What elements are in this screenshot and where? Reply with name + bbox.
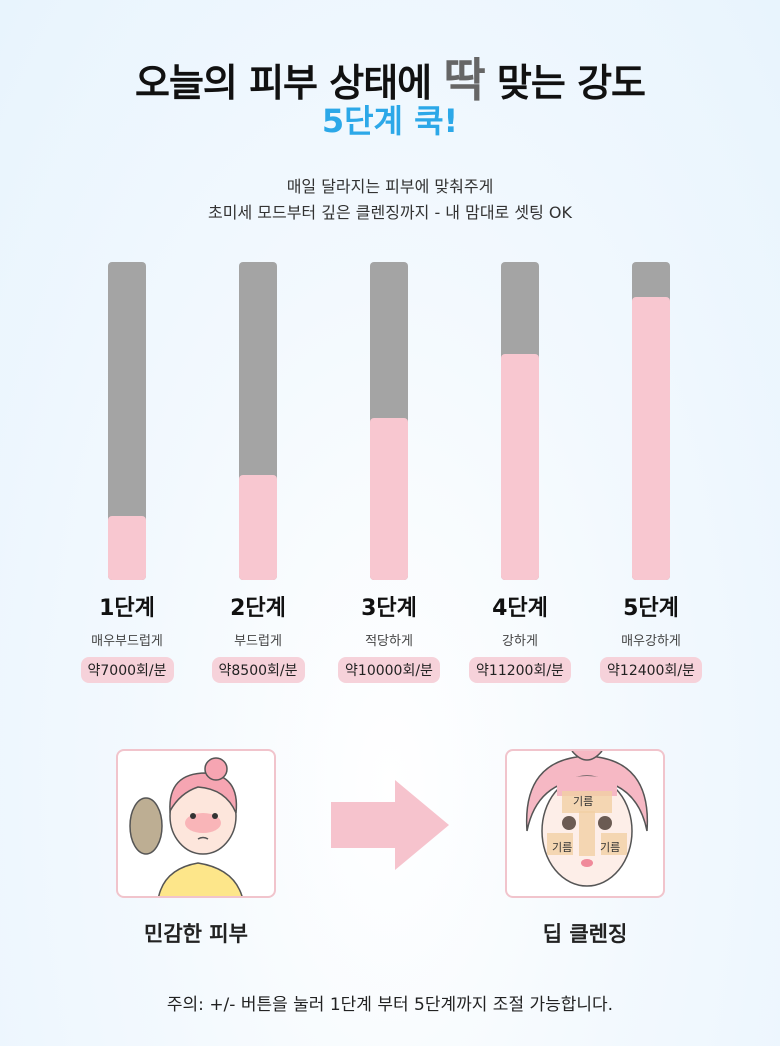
oil-label-right-cheek: 기름 bbox=[600, 841, 621, 854]
arrow-right-icon bbox=[331, 780, 449, 870]
level-description: 적당하게 bbox=[365, 634, 413, 649]
bar-fill bbox=[239, 475, 277, 580]
usage-note: 주의: +/- 버튼을 눌러 1단계 부터 5단계까지 조절 가능합니다. bbox=[166, 995, 614, 1015]
after-caption: 딥 클렌징 bbox=[542, 922, 628, 946]
level-label: 4단계 bbox=[492, 596, 548, 621]
level-label: 2단계 bbox=[230, 596, 286, 621]
page-subtitle: 5단계 쿡! bbox=[321, 102, 459, 140]
level-label: 3단계 bbox=[361, 596, 417, 621]
bar-fill bbox=[501, 354, 539, 580]
speed-badge: 약12400회/분 bbox=[600, 657, 702, 683]
level-description: 매우부드럽게 bbox=[91, 634, 163, 649]
level-label: 1단계 bbox=[99, 596, 155, 621]
sensitive-skin-illustration bbox=[116, 749, 276, 898]
level-description: 부드럽게 bbox=[234, 634, 282, 649]
speed-badge: 약10000회/분 bbox=[338, 657, 440, 683]
oil-label-forehead: 기름 bbox=[573, 795, 594, 808]
level-label: 5단계 bbox=[623, 596, 679, 621]
description: 매일 달라지는 피부에 맞춰주게 초미세 모드부터 깊은 클렌징까지 - 내 맘… bbox=[208, 177, 572, 222]
speed-badge: 약7000회/분 bbox=[80, 657, 174, 683]
bar-track bbox=[501, 262, 539, 580]
speed-badge: 약11200회/분 bbox=[469, 657, 571, 683]
level-description: 매우강하게 bbox=[621, 634, 681, 649]
bar-fill bbox=[370, 417, 408, 580]
oil-label-left-cheek: 기름 bbox=[552, 841, 573, 854]
bar-track bbox=[108, 262, 146, 580]
level-description: 강하게 bbox=[502, 634, 538, 649]
bar-fill bbox=[108, 516, 146, 580]
title-emphasis: 딱 bbox=[443, 53, 485, 107]
page-title: 오늘의 피부 상태에 딱 맞는 강도 bbox=[134, 53, 646, 107]
bar-track bbox=[632, 262, 670, 580]
bar-track bbox=[370, 262, 408, 580]
before-caption: 민감한 피부 bbox=[144, 922, 248, 946]
bar-fill bbox=[632, 296, 670, 580]
speed-badge: 약8500회/분 bbox=[211, 657, 305, 683]
bar-track bbox=[239, 262, 277, 580]
deep-cleansing-illustration: 기름 기름 기름 bbox=[505, 749, 665, 898]
